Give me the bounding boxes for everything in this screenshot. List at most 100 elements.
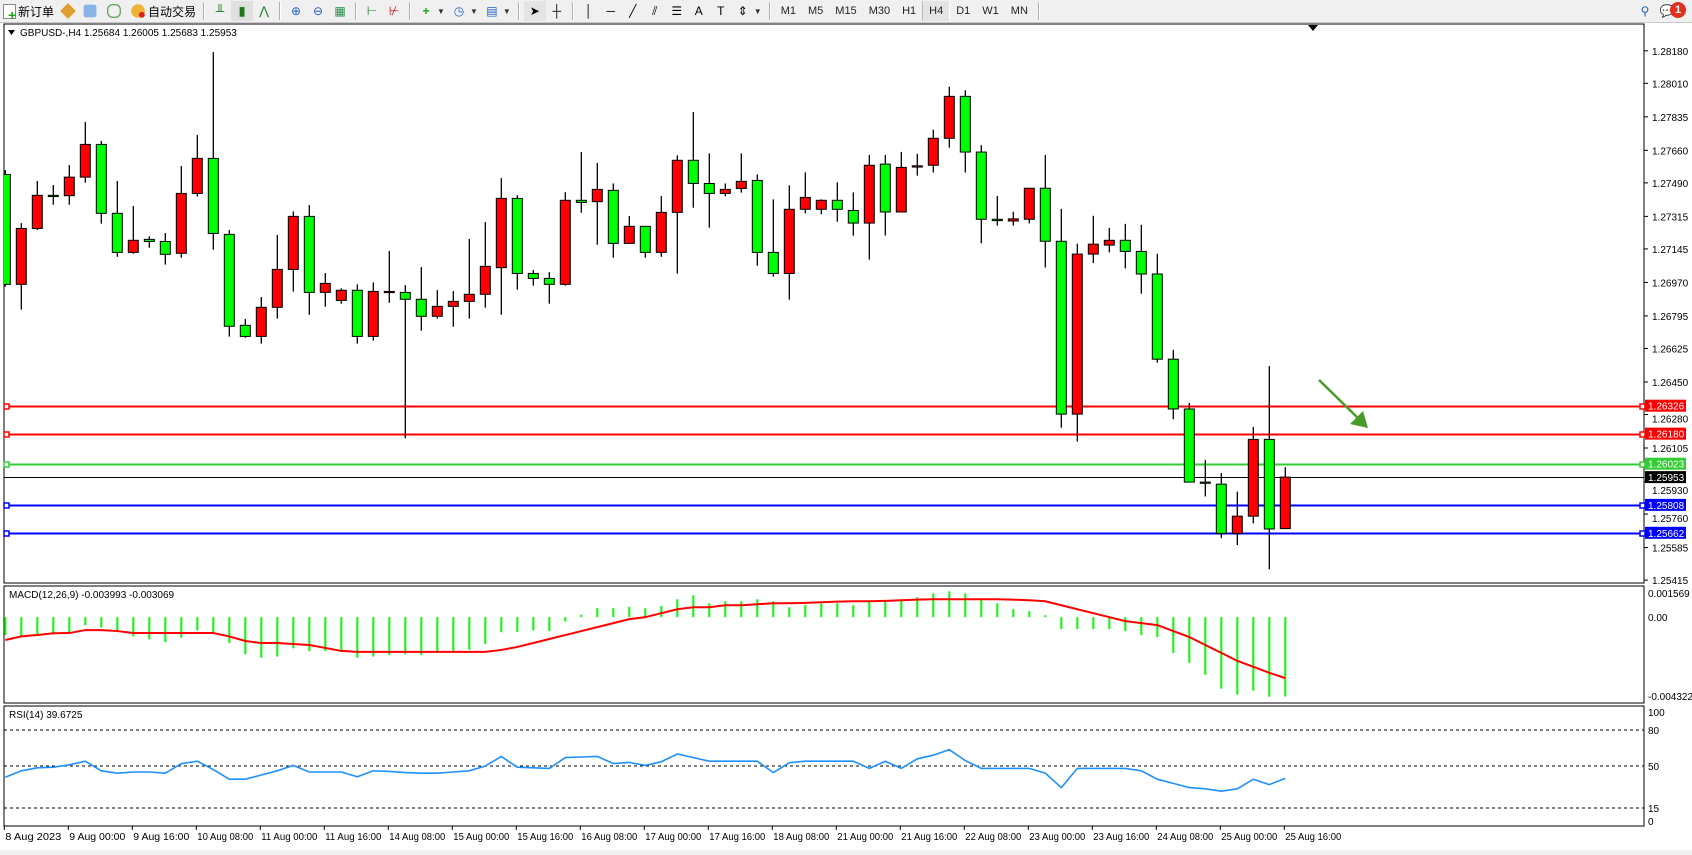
price-axis-label: 1.27835 <box>1652 113 1689 124</box>
candle <box>1039 154 1051 268</box>
periods-button[interactable]: ◷ ▼ <box>448 1 481 21</box>
horizontal-line-tool[interactable]: ─ <box>600 1 622 21</box>
line-handle-right[interactable] <box>1639 502 1646 509</box>
rsi-axis-label: 0 <box>1648 817 1654 828</box>
candle-body <box>175 192 187 254</box>
time-axis-label: 21 Aug 00:00 <box>837 832 893 843</box>
auto-scroll-button[interactable]: ⊢ <box>361 1 383 21</box>
timeframe-h4[interactable]: H4 <box>922 1 951 21</box>
timeframe-m15[interactable]: M15 <box>835 5 857 17</box>
line-handle-left[interactable] <box>3 403 10 410</box>
rsi-axis-label: 50 <box>1648 762 1660 773</box>
candle <box>1199 460 1211 497</box>
indicators-button[interactable]: + ▼ <box>415 1 448 21</box>
timeframe-mn[interactable]: MN <box>1010 5 1028 17</box>
candle-body <box>687 159 699 184</box>
candle-body <box>1103 239 1115 246</box>
trendline-icon: ╱ <box>629 4 637 18</box>
candle <box>527 269 539 286</box>
candle <box>559 192 571 286</box>
rsi-line <box>4 748 1286 793</box>
line-handle-right[interactable] <box>1639 461 1646 468</box>
timeframe-m30[interactable]: M30 <box>868 5 891 17</box>
candle <box>655 196 667 257</box>
line-handle-left[interactable] <box>3 530 10 537</box>
metaeditor-button[interactable] <box>57 1 79 21</box>
candle <box>783 185 795 300</box>
candle-body <box>383 290 395 294</box>
candle-body <box>719 188 731 194</box>
line-handle-right[interactable] <box>1639 403 1646 410</box>
chart-shift-button[interactable]: ⊬ <box>383 1 405 21</box>
candle-body <box>31 194 43 229</box>
candle-body <box>479 265 491 295</box>
candle-body <box>895 166 907 213</box>
candle <box>1247 426 1259 524</box>
candle-body <box>255 306 267 337</box>
candlestick-chart-button[interactable]: ▮ <box>231 1 254 21</box>
time-axis-label: 25 Aug 16:00 <box>1285 832 1341 843</box>
line-handle-left[interactable] <box>3 502 10 509</box>
clock-icon: ◷ <box>453 4 465 18</box>
new-order-label: 新订单 <box>18 4 55 19</box>
candle <box>943 86 955 148</box>
line-handle-right[interactable] <box>1639 530 1646 537</box>
arrows-tool[interactable]: ⇕ ▼ <box>732 1 765 21</box>
candle <box>143 236 155 248</box>
rsi-axis-label: 80 <box>1648 726 1660 737</box>
candle-body <box>575 199 587 203</box>
trendline-tool[interactable]: ╱ <box>622 1 644 21</box>
candle <box>767 199 779 277</box>
signals-button[interactable] <box>101 1 127 21</box>
timeframe-h1[interactable]: H1 <box>902 5 917 17</box>
timeframe-w1[interactable]: W1 <box>982 5 999 17</box>
candle <box>95 140 107 224</box>
arrow-annotation[interactable] <box>1318 379 1368 428</box>
zoom-out-icon: ⊖ <box>313 4 324 18</box>
search-button[interactable]: ⚲ <box>1634 1 1656 21</box>
crosshair-tool[interactable]: ┼ <box>546 1 568 21</box>
candlestick-icon: ▮ <box>238 4 246 18</box>
terminal-button[interactable] <box>79 1 101 21</box>
cursor-tool[interactable]: ➤ <box>523 1 546 21</box>
bar-chart-button[interactable]: ╨ <box>209 1 231 21</box>
chart-shift-marker-icon[interactable] <box>1308 25 1318 31</box>
timeframe-d1[interactable]: D1 <box>956 5 971 17</box>
candle-body <box>975 151 987 220</box>
macd-axis-label: 0.001569 <box>1648 589 1690 600</box>
zoom-in-button[interactable]: ⊕ <box>285 1 307 21</box>
line-chart-button[interactable]: ⋀ <box>253 1 275 21</box>
new-order-button[interactable]: + 新订单 <box>0 1 57 22</box>
candle-body <box>47 194 59 198</box>
timeframe-m1[interactable]: M1 <box>780 5 796 17</box>
text-label-tool[interactable]: T <box>710 1 732 21</box>
equidistant-channel-tool[interactable]: ⫽ <box>644 1 666 21</box>
candle <box>175 166 187 258</box>
candle <box>111 180 123 257</box>
line-handle-right[interactable] <box>1639 431 1646 438</box>
candle-body <box>447 300 459 307</box>
chart-window[interactable]: 1.28180 1.28010 1.27835 1.27660 1.27490 1.273… <box>0 23 1692 850</box>
toolbar-separator <box>571 2 574 20</box>
auto-trading-button[interactable]: 自动交易 <box>127 1 199 21</box>
line-handle-left[interactable] <box>3 461 10 468</box>
text-tool[interactable]: A <box>688 1 710 21</box>
toolbar-separator <box>409 2 412 20</box>
text-icon: A <box>694 4 703 18</box>
fibonacci-tool[interactable]: ☰ <box>666 1 688 21</box>
candle-body <box>1055 240 1067 415</box>
zoom-out-button[interactable]: ⊖ <box>307 1 329 21</box>
vertical-line-tool[interactable]: │ <box>578 1 600 21</box>
symbol-menu-arrow-icon[interactable] <box>8 30 15 35</box>
line-chart-icon: ⋀ <box>259 4 269 18</box>
chart-canvas[interactable]: 1.28180 1.28010 1.27835 1.27660 1.27490 1.273… <box>0 23 1692 850</box>
arrow-head-icon <box>1350 411 1368 428</box>
candle-body <box>559 199 571 285</box>
tile-windows-button[interactable]: ▦ <box>329 1 351 21</box>
templates-button[interactable]: ▤ ▼ <box>481 1 514 21</box>
notifications-button[interactable]: 💬 1 <box>1656 1 1692 21</box>
timeframe-m5[interactable]: M5 <box>808 5 824 17</box>
line-handle-left[interactable] <box>3 431 10 438</box>
candle <box>831 182 843 222</box>
candle-body <box>1007 218 1019 222</box>
